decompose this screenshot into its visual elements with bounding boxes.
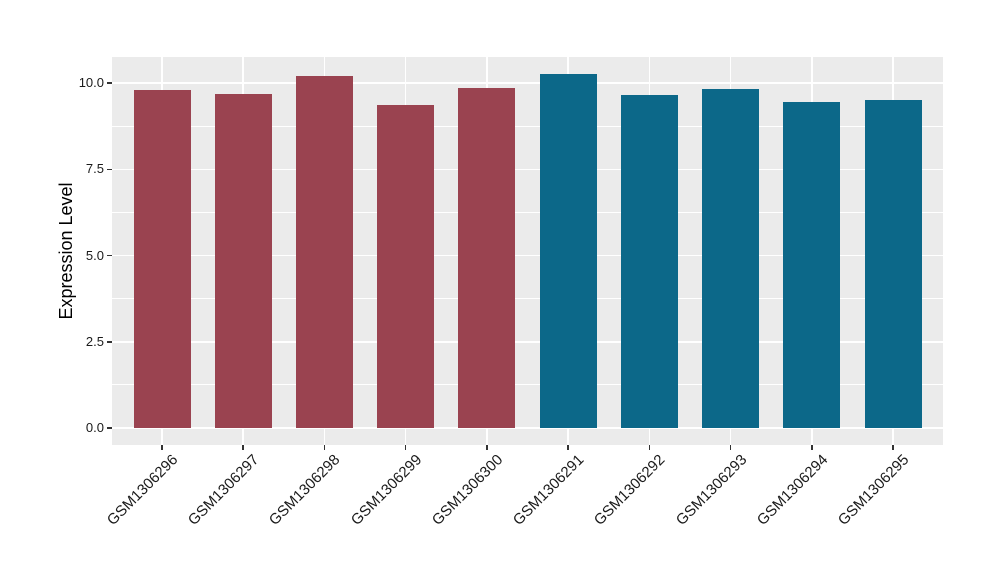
x-tick-mark: [811, 445, 813, 450]
bar: [620, 95, 678, 428]
gridline-major-horizontal: [112, 427, 943, 429]
x-tick-mark: [404, 445, 407, 450]
x-tick-mark: [648, 445, 651, 450]
x-tick-mark: [567, 445, 569, 450]
gridline-minor-horizontal: [112, 211, 943, 213]
bar: [377, 104, 435, 428]
gridline-major-horizontal: [112, 168, 943, 170]
x-tick-mark: [323, 445, 326, 450]
y-tick-mark: [107, 82, 112, 84]
bar: [458, 87, 516, 428]
x-tick-mark: [729, 445, 732, 450]
x-tick-mark: [486, 445, 488, 450]
x-tick-mark: [892, 445, 894, 450]
y-tick-label: 2.5: [85, 333, 104, 349]
gridline-minor-horizontal: [112, 298, 943, 300]
x-tick-mark: [161, 445, 163, 450]
bar: [864, 100, 922, 428]
bar: [702, 88, 760, 428]
y-tick-mark: [107, 168, 112, 170]
gridline-minor-horizontal: [112, 125, 943, 127]
x-tick-mark: [242, 445, 244, 450]
bar: [214, 94, 272, 428]
bar: [133, 90, 191, 428]
gridline-major-horizontal: [112, 254, 943, 257]
bar: [783, 102, 841, 428]
y-tick-label: 0.0: [85, 420, 104, 435]
y-tick-label: 7.5: [85, 161, 104, 177]
gridline-major-horizontal: [112, 82, 943, 84]
y-tick-label: 10.0: [78, 75, 104, 90]
y-tick-mark: [107, 254, 112, 257]
y-tick-mark: [107, 427, 112, 429]
gridline-major-horizontal: [112, 341, 943, 343]
y-tick-label: 5.0: [85, 247, 104, 263]
bar: [295, 75, 353, 428]
plot-panel: [112, 57, 943, 445]
y-tick-mark: [107, 341, 112, 343]
gridline-minor-horizontal: [112, 384, 943, 386]
bar: [539, 73, 597, 428]
